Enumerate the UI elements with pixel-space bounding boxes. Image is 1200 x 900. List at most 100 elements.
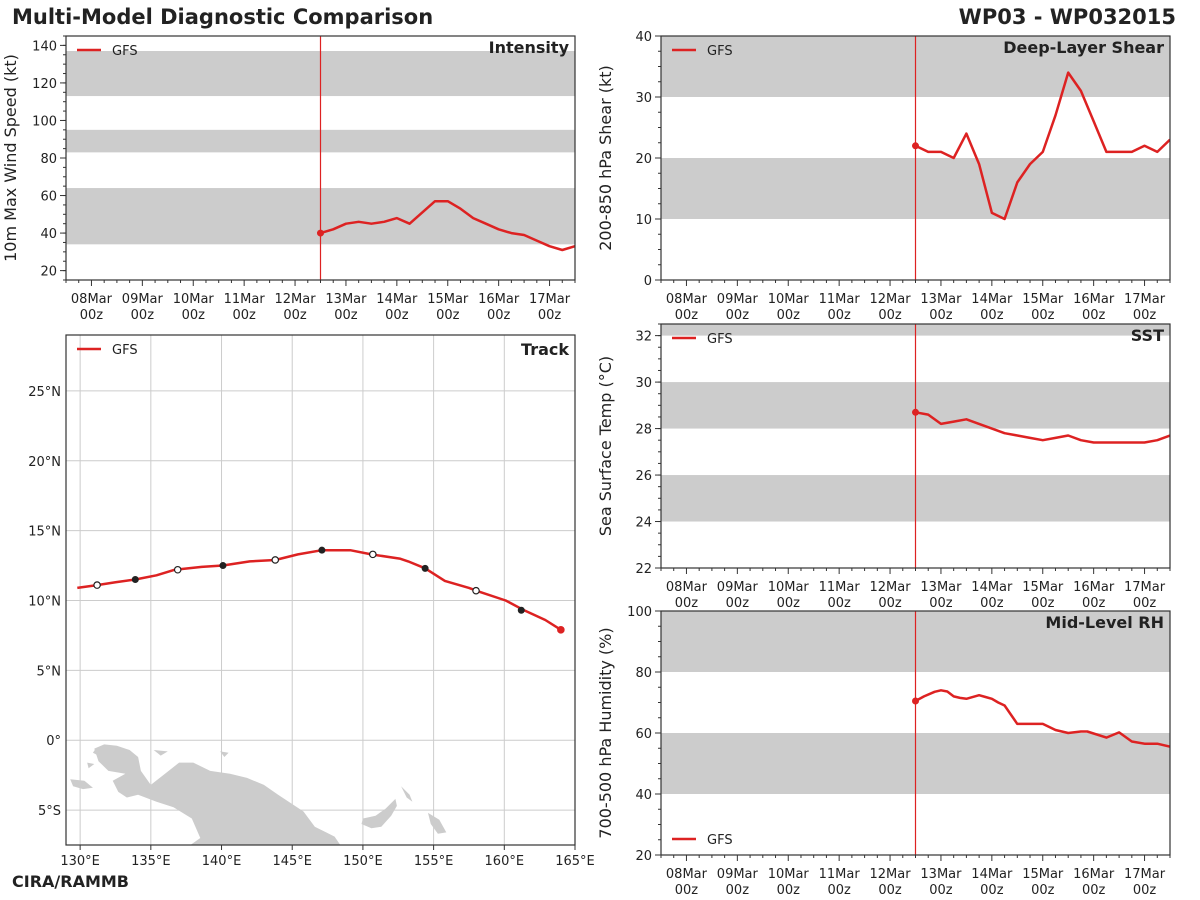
track-marker-00z	[131, 576, 139, 584]
rh-ytick-label: 80	[635, 666, 652, 681]
sst-ylabel: Sea Surface Temp (°C)	[596, 356, 615, 536]
rh-xtick-label: 00z	[675, 883, 699, 898]
track-xtick-label: 155°E	[414, 854, 454, 869]
track-init-point	[557, 626, 565, 634]
track-ytick-label: 5°S	[38, 804, 61, 819]
track-xtick-label: 145°E	[272, 854, 312, 869]
shear-xtick-label: 00z	[827, 308, 851, 323]
rh-ytick-label: 100	[627, 605, 652, 620]
track-landmass	[94, 744, 341, 845]
intensity-xtick-label: 12Mar	[275, 292, 317, 307]
intensity-xtick-label: 00z	[182, 308, 206, 323]
rh-xtick-label: 13Mar	[920, 867, 962, 882]
intensity-init-point	[317, 229, 324, 237]
rh-xtick-label: 00z	[726, 883, 750, 898]
intensity-xtick-label: 08Mar	[71, 292, 113, 307]
rh-xtick-label: 00z	[929, 883, 953, 898]
intensity-xtick-label: 13Mar	[325, 292, 367, 307]
intensity-ytick-label: 120	[32, 77, 57, 92]
sst-xtick-label: 09Mar	[717, 580, 759, 595]
rh-xtick-label: 14Mar	[971, 867, 1013, 882]
rh-ytick-label: 60	[635, 727, 652, 742]
rh-xtick-label: 10Mar	[768, 867, 810, 882]
shear-xtick-label: 08Mar	[666, 292, 708, 307]
intensity-ytick-label: 140	[32, 39, 57, 54]
track-landmass	[361, 798, 397, 829]
shear-xtick-label: 00z	[777, 308, 801, 323]
track-xtick-label: 135°E	[131, 854, 171, 869]
sst-xtick-label: 00z	[777, 596, 801, 611]
intensity-ylabel: 10m Max Wind Speed (kt)	[1, 54, 20, 262]
storm-id: WP03 - WP032015	[958, 5, 1176, 29]
track-marker-00z	[517, 606, 525, 614]
sst-xtick-label: 00z	[827, 596, 851, 611]
track-ytick-label: 20°N	[28, 455, 61, 470]
shear-xtick-label: 10Mar	[768, 292, 810, 307]
intensity-chart: 2040608010012014008Mar00z09Mar00z10Mar00…	[1, 35, 576, 323]
rh-ylabel: 700-500 hPa Humidity (%)	[596, 627, 615, 838]
shear-xtick-label: 00z	[726, 308, 750, 323]
sst-xtick-label: 00z	[929, 596, 953, 611]
intensity-ytick-label: 40	[40, 227, 57, 242]
rh-xtick-label: 00z	[1031, 883, 1055, 898]
intensity-xtick-label: 00z	[436, 308, 460, 323]
track-ytick-label: 15°N	[28, 525, 61, 540]
sst-xtick-label: 12Mar	[870, 580, 912, 595]
sst-ytick-label: 26	[635, 469, 652, 484]
track-landmass	[92, 748, 100, 756]
shear-xtick-label: 00z	[929, 308, 953, 323]
intensity-xtick-label: 11Mar	[224, 292, 266, 307]
sst-xtick-label: 00z	[980, 596, 1004, 611]
rh-init-point	[912, 697, 919, 705]
shear-series-gfs	[914, 71, 1170, 221]
sst-series-gfs	[915, 411, 1170, 444]
track-legend-label: GFS	[112, 343, 138, 358]
intensity-ytick-label: 80	[40, 152, 57, 167]
shear-ylabel: 200-850 hPa Shear (kt)	[596, 65, 615, 251]
sst-xtick-label: 00z	[1082, 596, 1106, 611]
intensity-title: Intensity	[489, 38, 570, 57]
rh-xtick-label: 16Mar	[1073, 867, 1115, 882]
sst-xtick-label: 00z	[1133, 596, 1157, 611]
rh-xtick-label: 08Mar	[666, 867, 708, 882]
intensity-xtick-label: 14Mar	[376, 292, 418, 307]
track-landmass	[70, 779, 93, 790]
intensity-xtick-label: 00z	[385, 308, 409, 323]
intensity-ytick-label: 100	[32, 114, 57, 129]
intensity-xtick-label: 15Mar	[427, 292, 469, 307]
shear-xtick-label: 13Mar	[920, 292, 962, 307]
sst-ytick-label: 32	[635, 330, 652, 345]
track-ytick-label: 10°N	[28, 594, 61, 609]
intensity-series-gfs	[320, 199, 575, 252]
shear-ytick-label: 10	[635, 213, 652, 228]
track-ytick-label: 0°	[46, 734, 61, 749]
shear-xtick-label: 11Mar	[819, 292, 861, 307]
track-landmass	[401, 786, 413, 802]
track-marker-12z	[173, 565, 182, 574]
intensity-xtick-label: 00z	[283, 308, 307, 323]
intensity-frame	[65, 35, 576, 281]
shear-ytick-label: 0	[644, 274, 652, 289]
rh-xtick-label: 00z	[878, 883, 902, 898]
sst-xtick-label: 00z	[675, 596, 699, 611]
intensity-xtick-label: 00z	[334, 308, 358, 323]
shear-ytick-label: 20	[635, 152, 652, 167]
rh-xtick-label: 17Mar	[1124, 867, 1166, 882]
track-xtick-label: 140°E	[202, 854, 242, 869]
shear-xtick-label: 00z	[675, 308, 699, 323]
sst-xtick-label: 15Mar	[1022, 580, 1064, 595]
rh-xtick-label: 15Mar	[1022, 867, 1064, 882]
sst-legend-label: GFS	[707, 332, 733, 347]
rh-series-gfs	[914, 689, 1170, 748]
shear-xtick-label: 00z	[1133, 308, 1157, 323]
rh-xtick-label: 00z	[1082, 883, 1106, 898]
track-ytick-label: 25°N	[28, 385, 61, 400]
rh-ytick-label: 20	[635, 849, 652, 864]
track-ytick-label: 5°N	[37, 664, 62, 679]
track-frame	[65, 334, 576, 846]
rh-legend-label: GFS	[707, 833, 733, 848]
shear-xtick-label: 14Mar	[971, 292, 1013, 307]
intensity-ytick-label: 20	[40, 265, 57, 280]
shear-xtick-label: 00z	[878, 308, 902, 323]
